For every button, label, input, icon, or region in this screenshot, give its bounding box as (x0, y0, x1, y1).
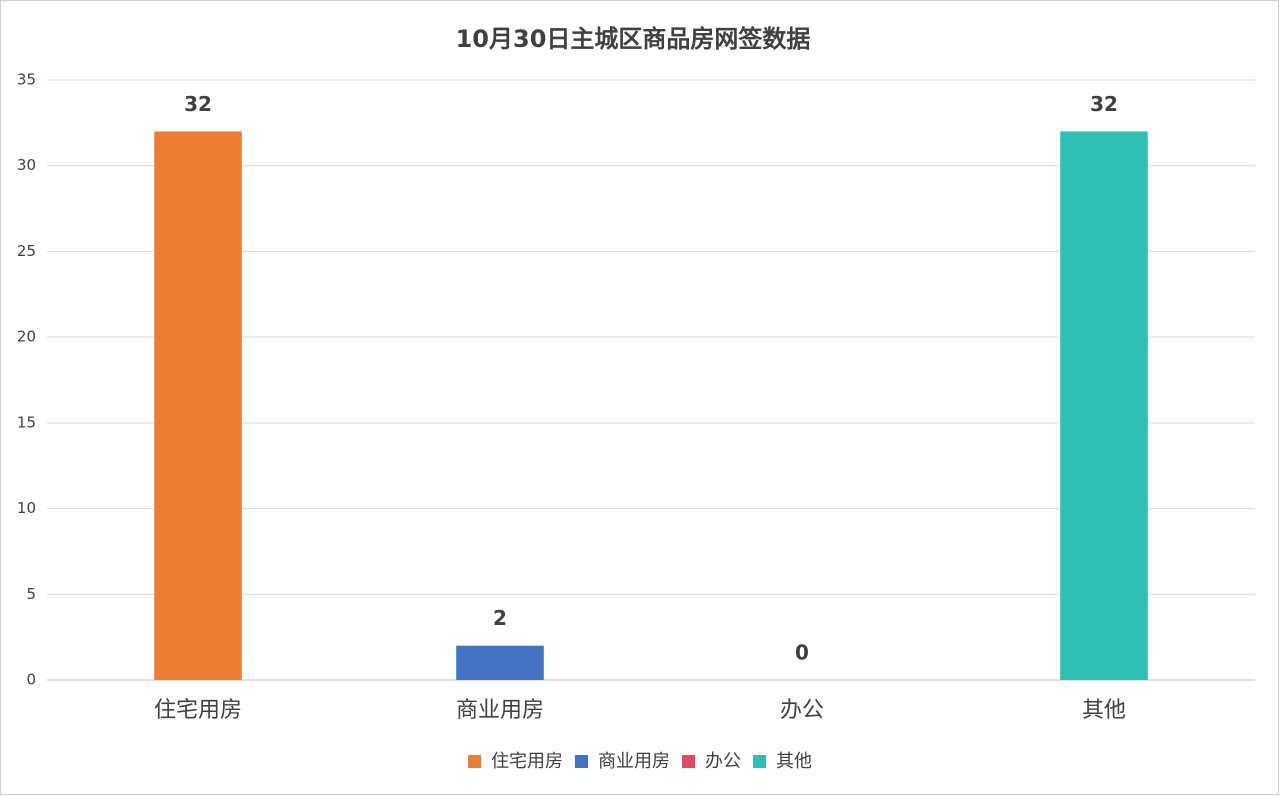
x-tick-label: 商业用房 (456, 698, 544, 723)
legend-swatch (682, 755, 695, 768)
x-tick-label: 其他 (1082, 698, 1126, 723)
y-tick-label: 15 (17, 413, 36, 431)
x-tick-label: 住宅用房 (154, 698, 242, 723)
value-label: 32 (184, 92, 212, 116)
y-tick-label: 5 (26, 585, 36, 603)
y-tick-label: 10 (17, 499, 36, 517)
bar (1060, 131, 1148, 680)
value-label: 2 (493, 606, 507, 630)
y-tick-label: 35 (17, 71, 36, 89)
y-tick-label: 25 (17, 242, 36, 260)
legend-swatch (575, 755, 588, 768)
legend-label: 办公 (705, 751, 741, 772)
bar (456, 645, 544, 680)
legend-label: 其他 (776, 751, 812, 772)
value-label: 32 (1090, 92, 1118, 116)
value-label: 0 (795, 641, 809, 665)
legend-label: 商业用房 (598, 751, 670, 772)
legend-swatch (468, 755, 481, 768)
y-tick-label: 0 (26, 671, 36, 689)
legend-swatch (753, 755, 766, 768)
y-tick-label: 20 (17, 328, 36, 346)
chart-title: 10月30日主城区商品房网签数据 (456, 25, 811, 53)
bar (154, 131, 242, 680)
x-tick-label: 办公 (780, 698, 824, 723)
legend-label: 住宅用房 (491, 751, 563, 772)
y-tick-label: 30 (17, 156, 36, 174)
